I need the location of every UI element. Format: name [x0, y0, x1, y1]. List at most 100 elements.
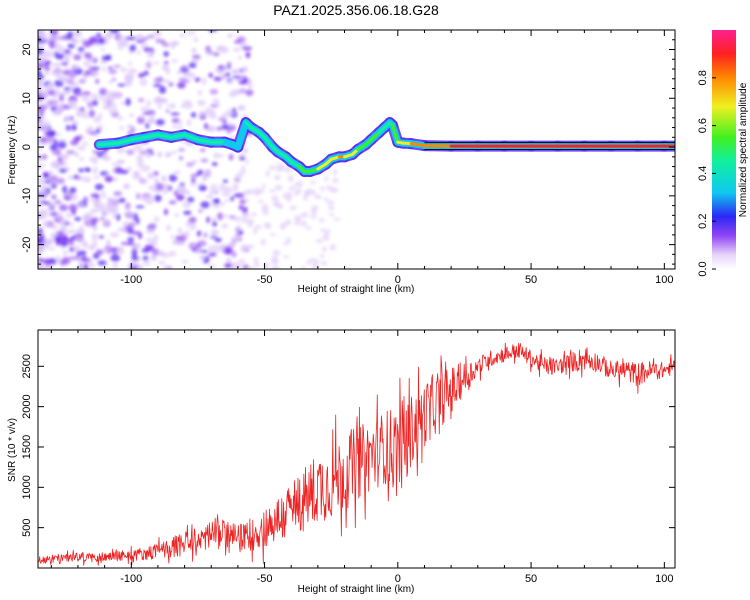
spectrogram-noise-blob — [235, 177, 242, 184]
spectrogram-noise-blob — [113, 64, 122, 68]
spectrogram-noise-blob — [332, 177, 339, 184]
spectrogram-noise-blob — [47, 246, 56, 251]
spectrogram-noise-blob — [147, 117, 156, 124]
spectrogram-noise-blob — [257, 188, 265, 194]
ridge-core-segment — [276, 150, 288, 159]
spectrogram-noise-blob — [168, 174, 178, 182]
spectrogram-noise-blob — [208, 72, 214, 78]
spectrogram-noise-blob — [108, 103, 117, 107]
spectrogram-noise-blob — [38, 111, 41, 117]
spectrogram-noise-blob — [188, 72, 196, 79]
spectrogram-noise-blob — [227, 33, 234, 39]
snr-panel: -100 -50 0 50 100 500 1000 1500 2000 2500 Height… — [7, 329, 676, 595]
spectrogram-noise-blob — [57, 104, 64, 109]
snr-y-label: SNR (10 * v/v) — [7, 418, 18, 482]
spectrogram-noise-blob — [107, 66, 113, 70]
spectrogram-noise-blob — [296, 180, 303, 188]
spectrogram-noise-blob — [51, 62, 57, 67]
spectrogram-noise-blob — [38, 225, 42, 229]
spectrogram-noise-blob — [68, 247, 75, 252]
spectrogram-noise-blob — [271, 265, 280, 269]
spectrogram-noise-blob — [210, 184, 218, 190]
spectrogram-noise-blob — [176, 185, 187, 193]
spectrogram-noise-blob — [60, 241, 69, 247]
spectrogram-noise-blob — [135, 205, 145, 209]
spectrogram-noise-blob — [172, 239, 180, 245]
spectrogram-noise-blob — [78, 78, 87, 84]
spectrogram-noise-blob — [38, 44, 46, 48]
spectrogram-noise-blob — [170, 43, 175, 49]
spectrogram-noise-blob — [233, 185, 239, 192]
spectrogram-noise-blob — [113, 177, 118, 182]
spectrogram-noise-blob — [45, 60, 52, 66]
spectrogram-noise-blob — [111, 77, 117, 82]
spectrogram-noise-blob — [117, 227, 127, 232]
spectrogram-noise-blob — [146, 50, 155, 59]
ridge-core-segment — [116, 138, 133, 145]
spectrogram-noise-blob — [85, 168, 92, 173]
spectrogram-noise-blob — [146, 200, 152, 205]
snr-x-label: Height of straight line (km) — [298, 584, 415, 595]
spectrogram-noise-blob — [177, 227, 183, 235]
spectrogram-noise-blob — [116, 248, 125, 255]
spectrogram-noise-blob — [260, 238, 266, 246]
spectrogram-noise-blob — [232, 107, 237, 113]
ridge-core-segment — [236, 121, 248, 149]
spectrogram-noise-blob — [131, 249, 138, 257]
spectrogram-noise-blob — [38, 79, 44, 87]
spectrogram-noise-blob — [171, 117, 180, 124]
spectrogram-noise-blob — [89, 65, 94, 74]
spectrogram-noise-blob — [68, 71, 77, 79]
spectrogram-noise-blob — [152, 61, 160, 65]
spectrogram-noise-blob — [163, 51, 170, 57]
spectrogram-noise-blob — [66, 229, 77, 234]
spectrogram-noise-blob — [187, 196, 195, 203]
spectrogram-noise-blob — [234, 173, 243, 179]
y-tick-label: 1000 — [21, 475, 33, 499]
spectrogram-noise-blob — [244, 197, 249, 203]
spectrogram-noise-blob — [54, 79, 64, 88]
spectrogram-noise-blob — [261, 207, 267, 212]
spectrogram-noise-blob — [108, 107, 119, 116]
spectrogram-noise-blob — [170, 150, 178, 154]
x-tick-label: 0 — [395, 274, 401, 286]
spectrogram-noise-blob — [326, 200, 335, 205]
spectrogram-noise-blob — [142, 111, 151, 116]
spectrogram-noise-blob — [191, 247, 197, 252]
spectrogram-noise-blob — [188, 242, 198, 250]
spectrogram-noise-blob — [226, 128, 232, 135]
spectrogram-noise-blob — [293, 191, 300, 196]
spectrogram-noise-blob — [122, 221, 130, 227]
spectrogram-noise-blob — [209, 88, 219, 95]
spectrogram-noise-blob — [211, 230, 218, 237]
spectrogram-noise-blob — [168, 82, 174, 87]
y-tick-label: -10 — [21, 188, 33, 204]
spectrogram-noise-blob — [314, 194, 322, 200]
spectrogram-noise-blob — [182, 79, 191, 83]
spectrogram-noise-blob — [234, 216, 242, 222]
spectrogram-noise-blob — [95, 32, 102, 38]
spectrogram-noise-blob — [209, 235, 218, 239]
spectrogram-noise-blob — [53, 199, 62, 205]
spectrogram-noise-blob — [254, 261, 260, 268]
spectrogram-noise-blob — [157, 104, 162, 109]
spectrogram-noise-blob — [100, 190, 106, 199]
spectrogram-noise-blob — [269, 189, 276, 193]
spectrogram-noise-blob — [215, 126, 223, 131]
spectrogram-noise-blob — [242, 46, 253, 51]
spectrogram-noise-blob — [54, 88, 60, 96]
spectrogram-noise-blob — [44, 72, 50, 76]
spectrogram-noise-blob — [248, 244, 255, 249]
spectrogram-noise-blob — [54, 41, 60, 50]
spectrogram-noise-blob — [74, 234, 84, 243]
spectrogram-noise-blob — [66, 149, 76, 155]
spectrogram-noise-blob — [130, 126, 136, 135]
spectrogram-noise-blob — [208, 113, 218, 120]
spectrogram-noise-blob — [242, 206, 248, 214]
spectrogram-noise-blob — [168, 250, 177, 257]
spectrogram-noise-blob — [274, 174, 281, 181]
spectrogram-noise-blob — [100, 217, 105, 221]
spectrogram-noise-blob — [108, 69, 118, 75]
spectrogram-noise-blob — [194, 77, 201, 82]
